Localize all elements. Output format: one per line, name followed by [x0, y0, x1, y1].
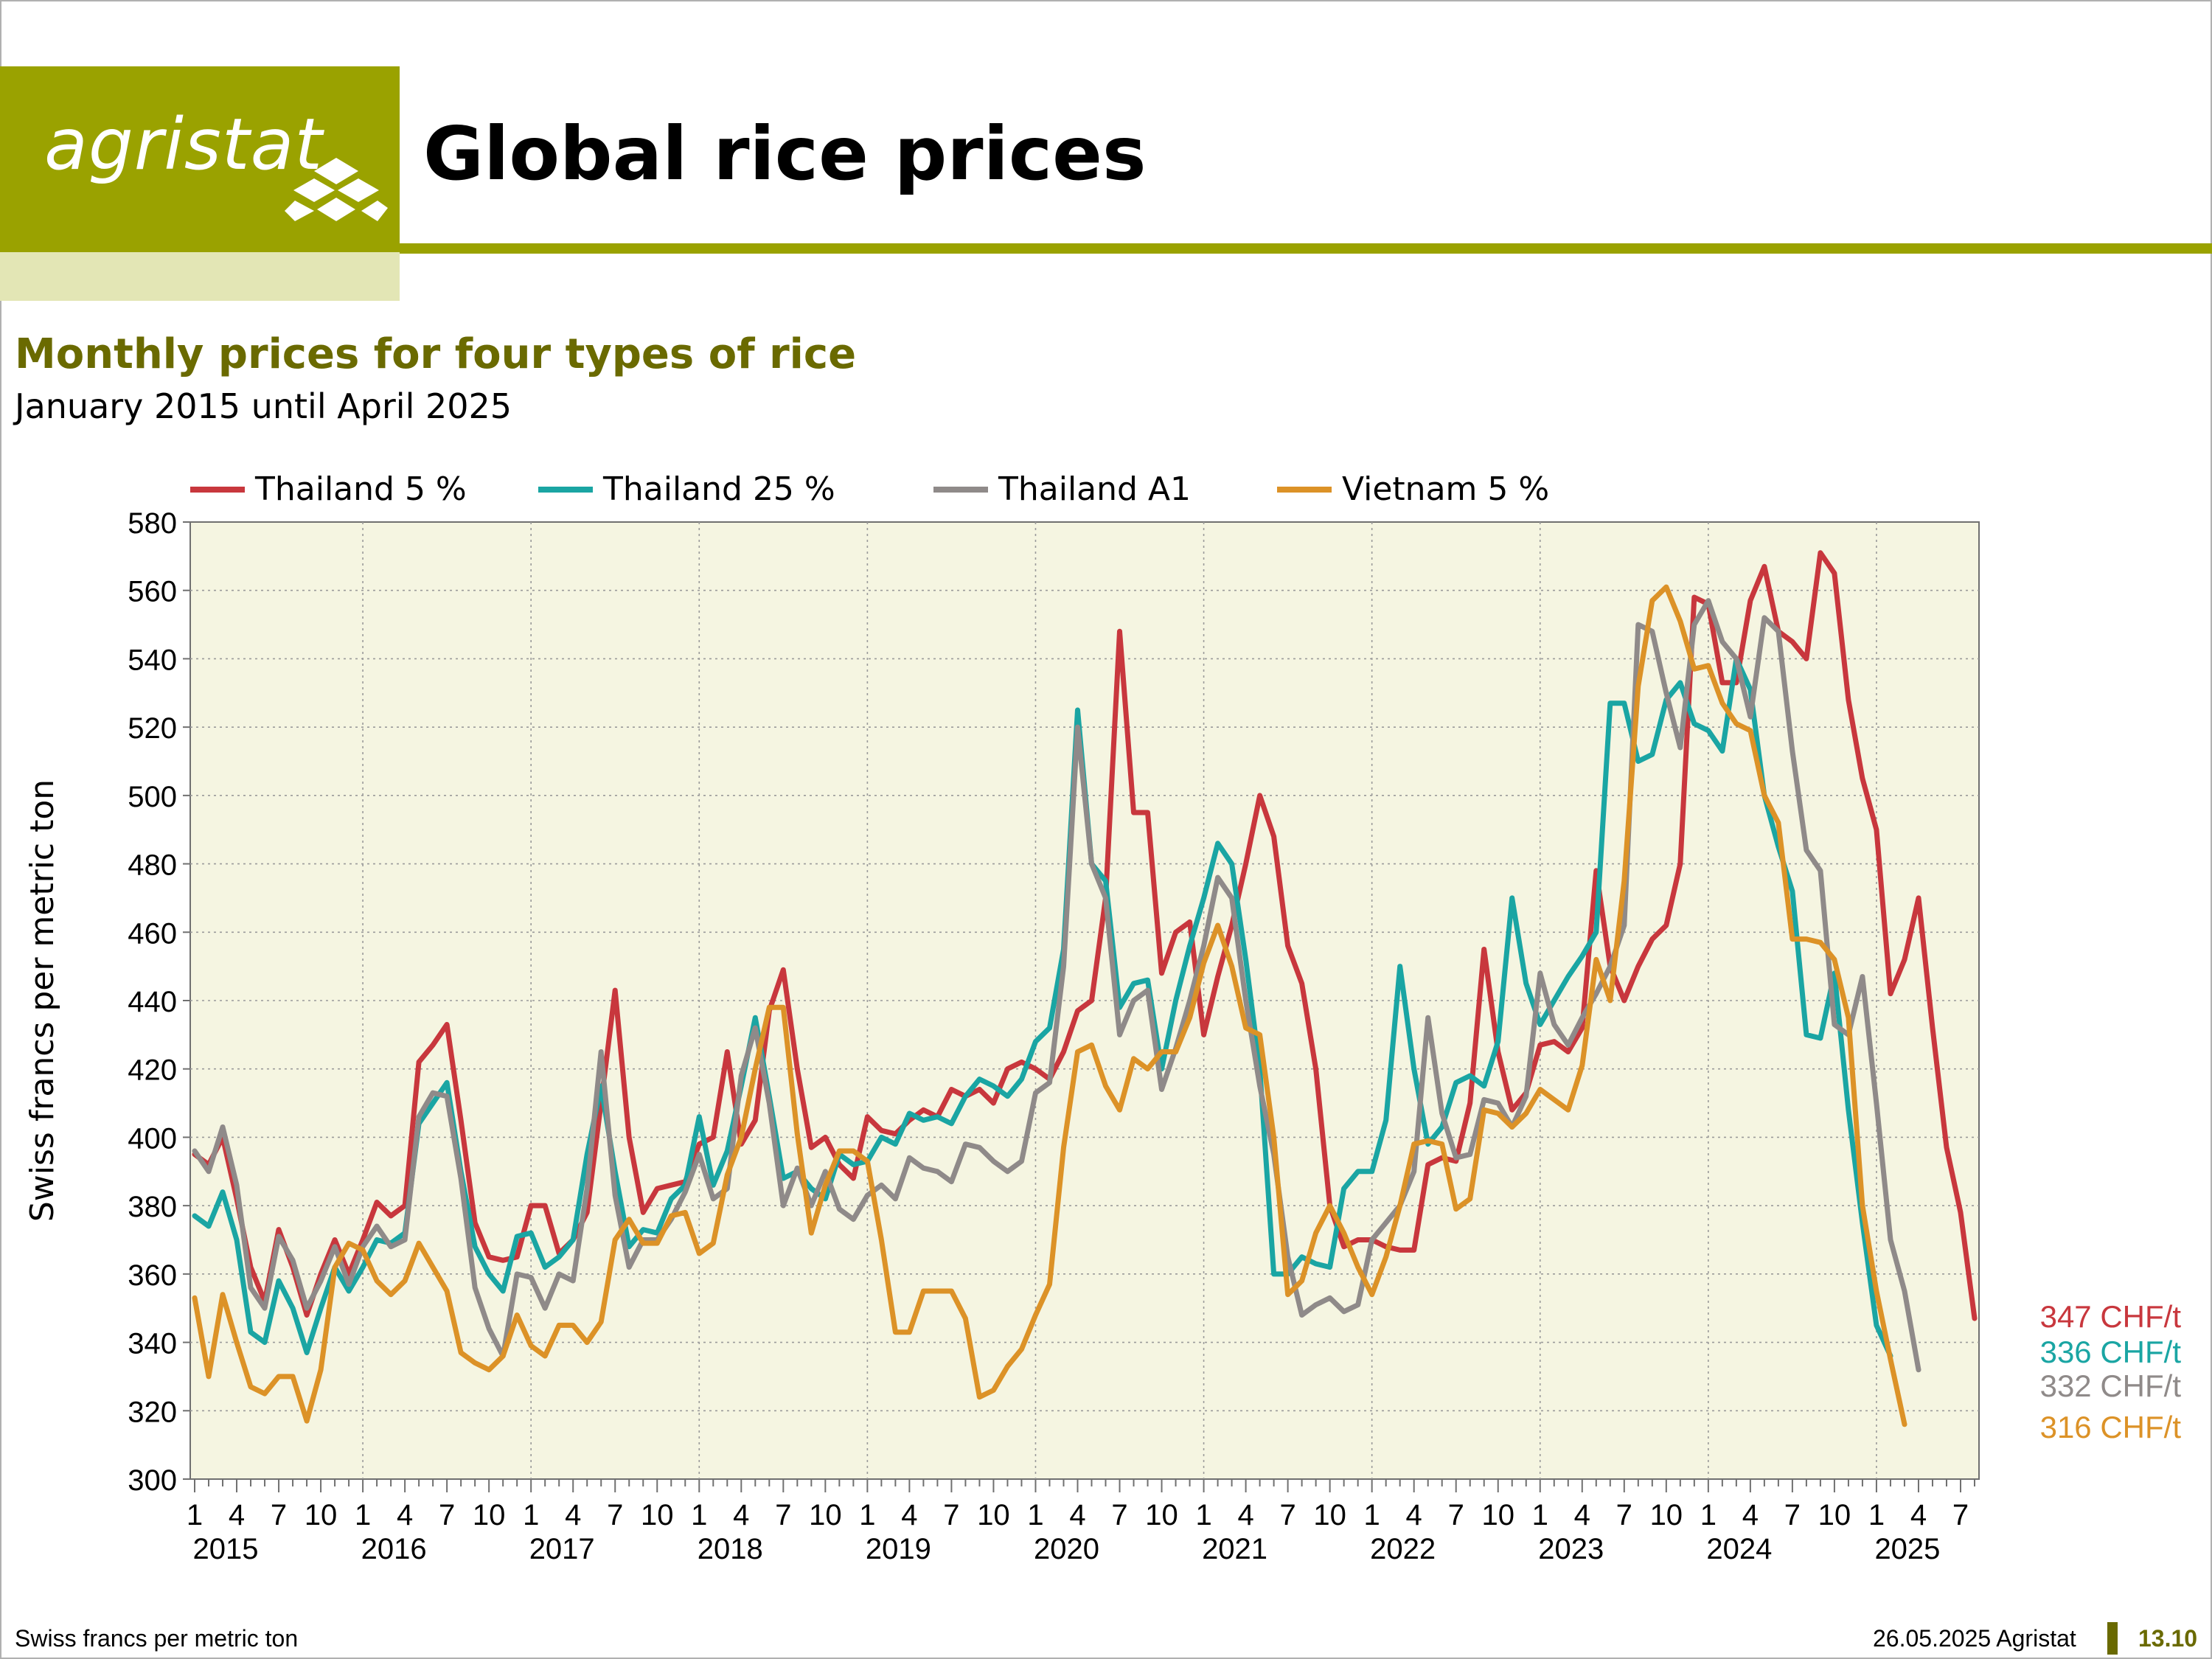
x-tick-label: 7 — [1279, 1499, 1295, 1531]
x-tick-label: 4 — [1237, 1499, 1253, 1531]
y-tick-label: 540 — [128, 644, 177, 676]
y-tick-label: 560 — [128, 576, 177, 608]
legend-label: Thailand 25 % — [602, 470, 835, 508]
x-year-label: 2024 — [1706, 1533, 1772, 1565]
logo-underbar — [0, 252, 400, 301]
footer-page-number: 13.10 — [2138, 1625, 2198, 1652]
y-tick-label: 300 — [128, 1464, 177, 1497]
x-tick-label: 10 — [1650, 1499, 1683, 1531]
x-tick-label: 10 — [641, 1499, 674, 1531]
x-year-label: 2015 — [193, 1533, 259, 1565]
x-tick-label: 1 — [691, 1499, 707, 1531]
x-tick-label: 1 — [1532, 1499, 1548, 1531]
x-tick-label: 10 — [473, 1499, 506, 1531]
x-tick-label: 4 — [733, 1499, 749, 1531]
end-value-label: 336 CHF/t — [2040, 1335, 2182, 1369]
chart-period: January 2015 until April 2025 — [15, 386, 512, 426]
y-tick-label: 380 — [128, 1191, 177, 1223]
x-year-label: 2025 — [1874, 1533, 1940, 1565]
footer-unit: Swiss francs per metric ton — [15, 1625, 299, 1652]
x-tick-label: 1 — [859, 1499, 875, 1531]
x-tick-label: 7 — [1448, 1499, 1464, 1531]
legend-label: Vietnam 5 % — [1342, 470, 1549, 508]
x-tick-label: 1 — [523, 1499, 539, 1531]
series-line-0 — [192, 550, 1978, 1321]
y-tick-label: 520 — [128, 712, 177, 745]
x-tick-label: 7 — [1111, 1499, 1127, 1531]
y-tick-label: 440 — [128, 986, 177, 1018]
x-tick-label: 7 — [271, 1499, 287, 1531]
x-year-label: 2020 — [1034, 1533, 1099, 1565]
footer-date-source: 26.05.2025 Agristat — [1873, 1625, 2076, 1652]
title-rule — [400, 243, 2212, 254]
x-year-label: 2023 — [1538, 1533, 1604, 1565]
x-tick-label: 7 — [943, 1499, 959, 1531]
y-tick-label: 500 — [128, 781, 177, 813]
x-tick-label: 7 — [1952, 1499, 1969, 1531]
x-tick-label: 4 — [1574, 1499, 1590, 1531]
footer-divider — [2107, 1622, 2118, 1655]
logo-box — [0, 66, 400, 252]
x-tick-label: 10 — [809, 1499, 842, 1531]
series-line-1 — [192, 655, 1893, 1359]
logo-diamond-icon — [285, 158, 388, 221]
legend-label: Thailand A1 — [998, 470, 1191, 508]
page-title: Global rice prices — [423, 111, 1147, 197]
y-tick-label: 320 — [128, 1396, 177, 1428]
x-year-label: 2016 — [361, 1533, 427, 1565]
x-tick-label: 4 — [1069, 1499, 1085, 1531]
x-tick-label: 1 — [1868, 1499, 1885, 1531]
end-value-label: 332 CHF/t — [2040, 1368, 2182, 1403]
y-tick-label: 400 — [128, 1122, 177, 1155]
x-tick-label: 1 — [1700, 1499, 1717, 1531]
x-tick-label: 7 — [1616, 1499, 1632, 1531]
x-tick-label: 4 — [901, 1499, 917, 1531]
x-year-label: 2019 — [866, 1533, 931, 1565]
x-tick-label: 4 — [1406, 1499, 1422, 1531]
x-tick-label: 10 — [1481, 1499, 1514, 1531]
y-tick-label: 580 — [128, 507, 177, 540]
x-tick-label: 10 — [1313, 1499, 1346, 1531]
x-tick-label: 1 — [355, 1499, 371, 1531]
x-tick-label: 4 — [565, 1499, 581, 1531]
y-axis-title: Swiss francs per metric ton — [24, 779, 61, 1222]
x-tick-label: 10 — [305, 1499, 338, 1531]
logo: agristat — [44, 103, 324, 186]
x-tick-label: 7 — [775, 1499, 791, 1531]
y-tick-label: 420 — [128, 1054, 177, 1087]
x-tick-label: 1 — [187, 1499, 203, 1531]
x-tick-label: 1 — [1027, 1499, 1043, 1531]
x-tick-label: 7 — [607, 1499, 623, 1531]
x-tick-label: 7 — [439, 1499, 455, 1531]
x-year-label: 2022 — [1370, 1533, 1436, 1565]
rice-price-chart: 300 320 340 360 380 400 420 440 460 480 500 520 540 5… — [24, 470, 2182, 1565]
y-tick-label: 360 — [128, 1259, 177, 1292]
x-year-label: 2017 — [529, 1533, 595, 1565]
end-value-label: 316 CHF/t — [2040, 1410, 2182, 1444]
x-tick-label: 4 — [229, 1499, 245, 1531]
x-tick-label: 1 — [1364, 1499, 1380, 1531]
x-tick-label: 7 — [1784, 1499, 1801, 1531]
chart-subtitle: Monthly prices for four types of rice — [15, 330, 857, 378]
x-tick-label: 10 — [977, 1499, 1010, 1531]
legend-label: Thailand 5 % — [254, 470, 467, 508]
x-tick-label: 4 — [1910, 1499, 1927, 1531]
x-tick-label: 4 — [397, 1499, 413, 1531]
end-value-label: 347 CHF/t — [2040, 1299, 2182, 1334]
x-tick-label: 10 — [1818, 1499, 1851, 1531]
x-year-label: 2021 — [1202, 1533, 1267, 1565]
x-tick-label: 1 — [1195, 1499, 1211, 1531]
series-line-3 — [192, 584, 1907, 1427]
y-tick-label: 460 — [128, 917, 177, 950]
y-tick-label: 340 — [128, 1328, 177, 1360]
x-tick-label: 4 — [1742, 1499, 1759, 1531]
x-tick-label: 10 — [1145, 1499, 1178, 1531]
y-tick-label: 480 — [128, 849, 177, 882]
x-year-label: 2018 — [698, 1533, 763, 1565]
